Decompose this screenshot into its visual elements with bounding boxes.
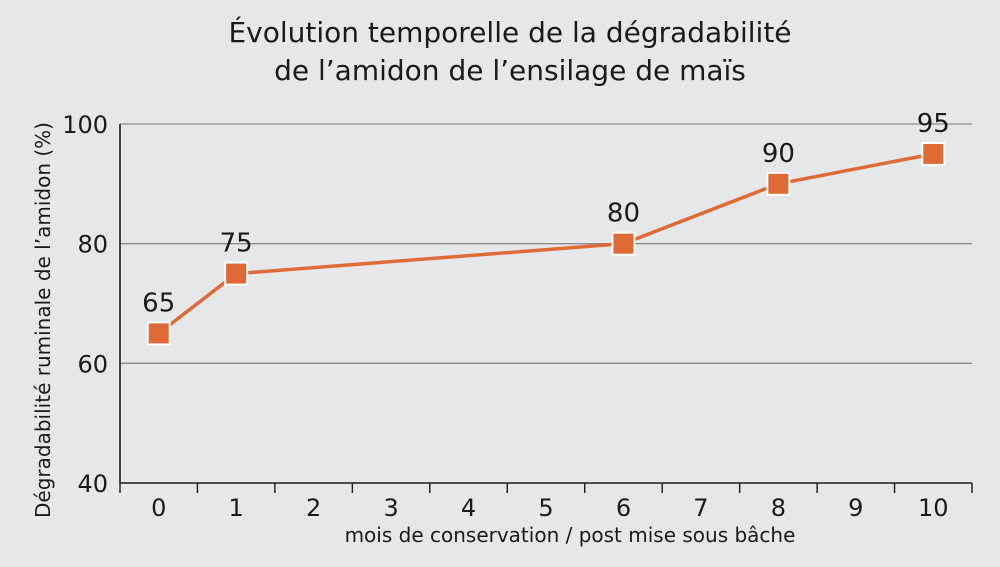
data-series <box>146 141 946 346</box>
data-labels: 65 75 80 90 95 <box>142 109 950 318</box>
x-tick-label-6: 6 <box>616 494 631 522</box>
data-label-0: 65 <box>142 288 175 318</box>
y-tick-label-100: 100 <box>62 111 108 139</box>
x-tick-label-5: 5 <box>538 494 553 522</box>
x-tick-label-7: 7 <box>693 494 708 522</box>
data-label-6: 80 <box>607 199 640 229</box>
y-tick-label-40: 40 <box>77 470 108 498</box>
y-axis-title: Dégradabilité ruminale de l’amidon (%) <box>31 122 55 518</box>
x-tick-label-4: 4 <box>461 494 476 522</box>
x-tick-label-8: 8 <box>771 494 786 522</box>
chart-title-line-1: Évolution temporelle de la dégradabilité <box>228 15 791 49</box>
data-point-8 <box>766 171 791 196</box>
grid-lines <box>120 123 972 364</box>
data-point-6 <box>611 231 636 256</box>
x-tick-label-0: 0 <box>151 494 166 522</box>
data-label-10: 95 <box>917 109 950 139</box>
y-tick-label-60: 60 <box>77 350 108 378</box>
data-label-8: 90 <box>762 139 795 169</box>
chart-title-line-2: de l’amidon de l’ensilage de maïs <box>274 54 746 87</box>
x-tick-label-10: 10 <box>918 494 949 522</box>
x-axis-title: mois de conservation / post mise sous bâ… <box>345 523 796 547</box>
axes: 40 60 80 100 0 1 2 3 4 5 6 7 8 9 10 <box>62 111 973 522</box>
x-tick-label-2: 2 <box>306 494 321 522</box>
x-tick-label-9: 9 <box>848 494 863 522</box>
data-label-1: 75 <box>220 229 253 259</box>
x-tick-label-3: 3 <box>383 494 398 522</box>
data-point-0 <box>146 321 171 346</box>
data-point-10 <box>921 141 946 166</box>
x-tick-label-1: 1 <box>229 494 244 522</box>
data-point-1 <box>224 261 249 286</box>
y-tick-label-80: 80 <box>77 231 108 259</box>
